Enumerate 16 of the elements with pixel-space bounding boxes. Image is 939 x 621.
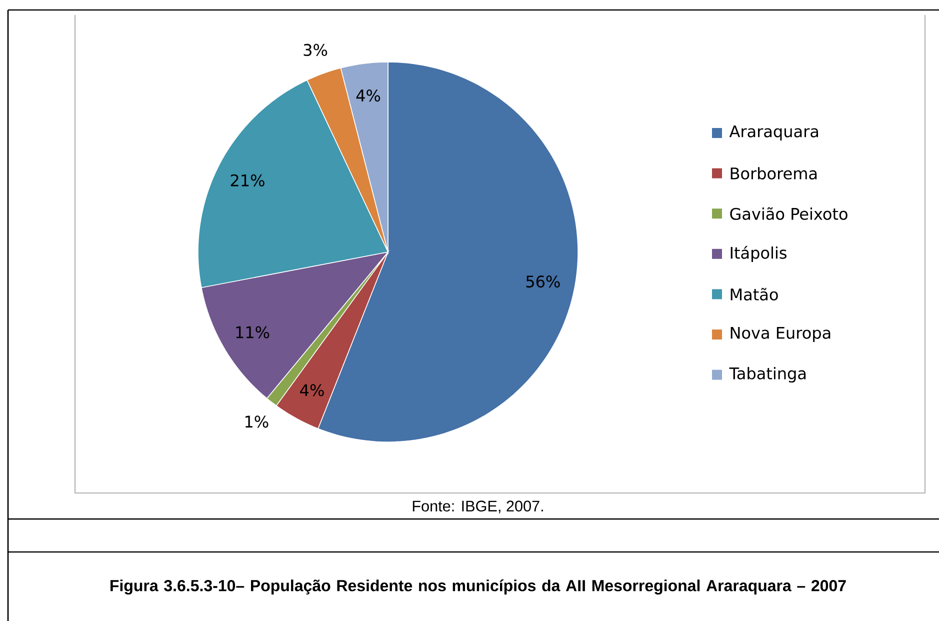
- data-label: 21%: [230, 174, 264, 186]
- text: Figura 3.6.5.3-10– População Residente nos municípios da AII Mesorregional Araraquara – 2007: [110, 579, 846, 595]
- legend-label: Matão: [730, 288, 778, 301]
- data-label: 3%: [304, 44, 328, 56]
- legend-label: Nova Europa: [730, 326, 830, 342]
- legend-label: Araraquara: [729, 125, 818, 140]
- legend-label: Itápolis: [730, 246, 786, 262]
- data-label: 1%: [245, 416, 268, 428]
- legend-label: Borborema: [730, 167, 817, 180]
- source-note: Fonte: IBGE, 2007.: [412, 500, 543, 514]
- legend-label: Tabatinga: [729, 367, 806, 383]
- data-label: 11%: [236, 326, 270, 338]
- legend-label: Gavião Peixoto: [730, 207, 848, 220]
- data-label: 4%: [300, 384, 324, 396]
- data-label: 56%: [526, 275, 560, 288]
- data-label: 4%: [356, 89, 380, 102]
